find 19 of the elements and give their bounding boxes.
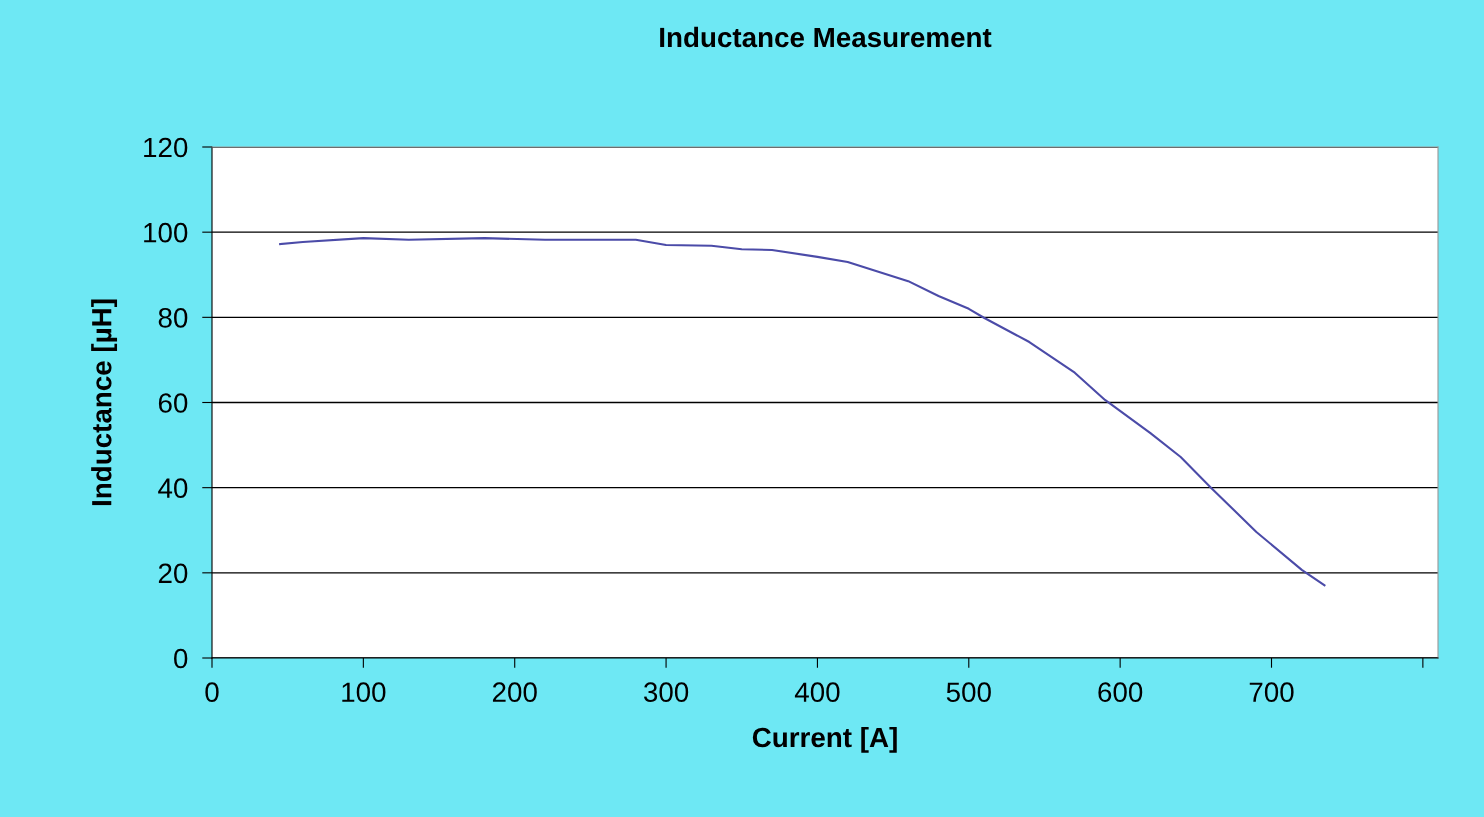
x-tick-label: 300 [643,682,689,703]
chart-title: Inductance Measurement [660,26,992,48]
x-tick-label: 400 [794,682,840,703]
y-tick-label: 40 [158,478,188,499]
y-tick-label: 100 [144,222,188,243]
line-series [279,237,1326,587]
y-tick-label: 0 [174,648,188,669]
x-tick-label: 200 [492,682,537,703]
y-tick-label: 60 [158,393,188,413]
y-axis-title: Inductance [µH] [91,299,118,506]
x-tick-label: 100 [342,682,386,703]
x-tick-label: 0 [205,682,219,703]
y-tick-label: 20 [158,563,188,584]
y-tick-label: 80 [158,308,188,328]
y-tick-label: 120 [144,137,188,158]
x-axis-title: Current [A] [752,726,897,753]
x-tick-label: 600 [1098,682,1143,703]
x-tick-label: 500 [946,682,991,703]
x-tick-label: 700 [1249,682,1294,703]
